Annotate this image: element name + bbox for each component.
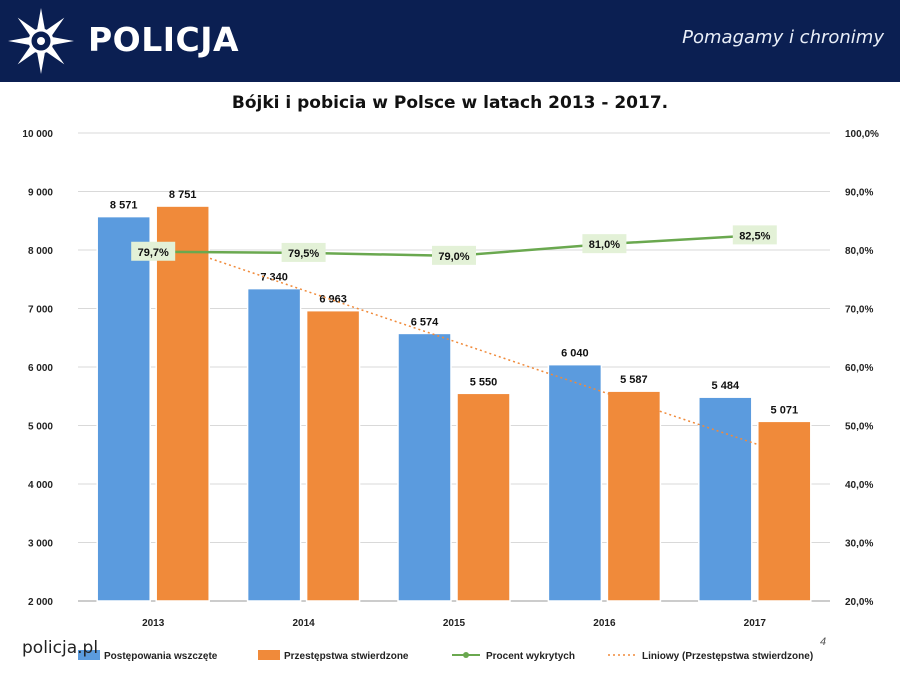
percent-label-box bbox=[732, 225, 777, 245]
legend-przestepstwa-swatch bbox=[258, 650, 280, 660]
y-right-tick-label: 70,0% bbox=[845, 305, 873, 316]
legend-postepowania-label: Postępowania wszczęte bbox=[104, 651, 218, 662]
y-left-tick-label: 7 000 bbox=[28, 305, 53, 316]
bar-value-label: 6 040 bbox=[561, 348, 589, 360]
y-left-tick-label: 10 000 bbox=[22, 129, 53, 140]
legend-postepowania-swatch bbox=[78, 650, 100, 660]
y-right-tick-label: 40,0% bbox=[845, 480, 873, 491]
y-right-tick-label: 100,0% bbox=[845, 129, 879, 140]
bar-value-label: 5 587 bbox=[620, 374, 648, 386]
bar-value-label: 6 963 bbox=[319, 294, 347, 306]
police-star-logo bbox=[8, 8, 74, 74]
percent-value-label: 79,0% bbox=[438, 251, 469, 263]
legend-trend-label: Liniowy (Przestępstwa stwierdzone) bbox=[642, 651, 813, 662]
y-right-tick-label: 90,0% bbox=[845, 188, 873, 199]
plot-group: 2 000 3 000 4 000 5 000 6 000 7 000 8 000 9 000… bbox=[22, 129, 879, 629]
bar-przestepstwa bbox=[456, 392, 511, 602]
x-tick-label: 2016 bbox=[593, 618, 616, 629]
percent-label-box bbox=[432, 245, 476, 265]
y-left-tick-label: 9 000 bbox=[28, 188, 53, 199]
legend: Postępowania wszczęte Przestępstwa stwier… bbox=[78, 650, 813, 662]
y-right-tick-label: 80,0% bbox=[845, 246, 873, 257]
percent-value-label: 79,7% bbox=[138, 247, 169, 259]
bar-value-label: 7 340 bbox=[260, 272, 288, 284]
bar-postepowania bbox=[96, 215, 151, 602]
x-tick-label: 2015 bbox=[443, 618, 466, 629]
x-tick-label: 2014 bbox=[292, 618, 315, 629]
chart-title: Bójki i pobicia w Polsce w latach 2013 -… bbox=[231, 93, 669, 113]
header-bar: POLICJA Pomagamy i chronimy bbox=[0, 0, 900, 82]
bar-postepowania bbox=[397, 332, 452, 602]
star-center-dot bbox=[37, 37, 45, 45]
footer-site-name: policja.pl bbox=[22, 638, 99, 658]
percent-label-box bbox=[582, 234, 627, 254]
bar-value-label: 5 071 bbox=[771, 404, 799, 416]
page-number: 4 bbox=[820, 636, 827, 648]
trendline bbox=[162, 241, 765, 448]
y-left-tick-label: 6 000 bbox=[28, 363, 53, 374]
y-right-tick-label: 20,0% bbox=[845, 597, 873, 608]
y-left-tick-label: 4 000 bbox=[28, 480, 53, 491]
legend-przestepstwa-label: Przestępstwa stwierdzone bbox=[284, 651, 409, 662]
bar-value-label: 8 571 bbox=[110, 200, 138, 212]
slogan: Pomagamy i chronimy bbox=[682, 27, 884, 48]
bar-przestepstwa bbox=[606, 390, 662, 602]
bar-postepowania bbox=[547, 363, 603, 602]
y-right-tick-label: 30,0% bbox=[845, 539, 873, 550]
legend-percent-marker bbox=[463, 652, 469, 658]
bar-postepowania bbox=[698, 396, 753, 602]
percent-label-box bbox=[131, 241, 176, 261]
legend-percent-label: Procent wykrytych bbox=[486, 651, 575, 662]
bar-przestepstwa bbox=[155, 205, 210, 602]
y-left-tick-label: 8 000 bbox=[28, 246, 53, 257]
bar-value-label: 8 751 bbox=[169, 189, 197, 201]
bar-value-label: 6 574 bbox=[411, 316, 439, 328]
x-tick-label: 2017 bbox=[744, 618, 767, 629]
x-tick-label: 2013 bbox=[142, 618, 165, 629]
bar-postepowania bbox=[246, 287, 302, 602]
y-left-tick-label: 5 000 bbox=[28, 422, 53, 433]
y-right-tick-label: 50,0% bbox=[845, 422, 873, 433]
brand-name: POLICJA bbox=[88, 20, 240, 59]
y-right-tick-label: 60,0% bbox=[845, 363, 873, 374]
bar-value-label: 5 484 bbox=[712, 380, 740, 392]
percent-value-label: 82,5% bbox=[739, 230, 770, 242]
bar-przestepstwa bbox=[757, 420, 812, 602]
y-left-tick-label: 3 000 bbox=[28, 539, 53, 550]
bar-value-label: 5 550 bbox=[470, 376, 498, 388]
percent-value-label: 81,0% bbox=[589, 239, 620, 251]
percent-value-label: 79,5% bbox=[288, 248, 319, 260]
y-left-tick-label: 2 000 bbox=[28, 597, 53, 608]
percent-label-box bbox=[281, 242, 326, 262]
bar-przestepstwa bbox=[305, 309, 361, 602]
